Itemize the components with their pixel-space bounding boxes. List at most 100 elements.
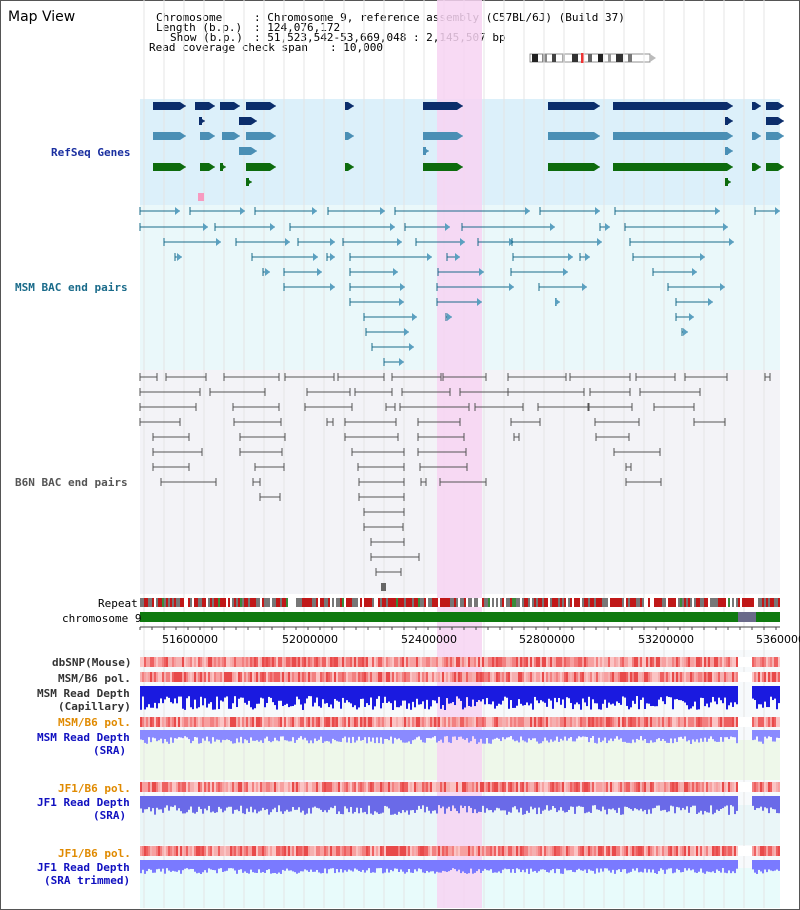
depth-bar [488,686,490,705]
depth-bar [310,860,312,870]
depth-bar [192,860,194,869]
heat-mark [578,672,580,682]
repeat-mark [204,598,206,607]
depth-bar [378,796,380,814]
repeat-mark [350,598,352,607]
heat-mark [694,672,696,682]
depth-bar [722,730,724,742]
depth-bar [772,730,774,742]
heat-mark [744,717,746,727]
track-label-msm-depth-sra[interactable]: MSM Read Depth [37,731,130,744]
msm-bac-arrow [313,253,318,261]
heat-mark [684,846,686,856]
heat-mark [530,846,532,856]
heat-mark [156,657,158,667]
depth-bar [248,860,250,874]
depth-bar [308,730,310,744]
heat-mark [554,782,556,792]
track-label-msm-depth-cap[interactable]: MSM Read Depth [37,687,130,700]
heat-mark [500,846,502,856]
heat-mark [546,657,548,667]
repeat-mark [544,598,546,607]
heat-mark [288,782,290,792]
heat-mark [200,717,202,727]
heat-mark [466,717,468,727]
depth-bar [398,686,400,708]
track-label-repeat[interactable]: Repeat [98,597,138,610]
repeat-mark [752,598,754,607]
depth-bar [498,686,500,704]
repeat-mark [168,598,170,607]
heat-mark [200,782,202,792]
heat-mark [632,657,634,667]
heat-mark [324,717,326,727]
heat-mark [522,846,524,856]
gene-strand-arrow [457,163,463,171]
track-label-jf1-depth-trim[interactable]: JF1 Read Depth [37,861,130,874]
heat-mark [490,672,492,682]
depth-bar [660,796,662,811]
depth-bar [710,796,712,806]
heat-mark [188,657,190,667]
track-label-jf1-b6-pol[interactable]: JF1/B6 pol. [58,782,131,795]
track-label-jf1-b6-pol-2[interactable]: JF1/B6 pol. [58,847,131,860]
depth-bar [660,730,662,741]
depth-bar [396,796,398,815]
depth-bar [172,860,174,871]
depth-bar [584,860,586,870]
track-label-b6n-bac[interactable]: B6N BAC end pairs [15,476,128,489]
repeat-mark [676,598,678,607]
heat-mark [494,672,496,682]
heat-mark [722,717,724,727]
track-label-msm-b6-pol[interactable]: MSM/B6 pol. [58,672,131,685]
depth-bar [494,796,496,811]
repeat-mark [334,598,336,607]
heat-mark [170,782,172,792]
heat-mark [582,846,584,856]
depth-bar [302,796,304,811]
depth-bar [562,860,564,874]
heat-mark [406,846,408,856]
depth-bar [422,686,424,702]
depth-bar [516,730,518,741]
depth-bar [386,796,388,807]
depth-bar [322,796,324,812]
repeat-mark [358,598,360,607]
heat-mark [364,657,366,667]
track-label-refseq[interactable]: RefSeq Genes [51,146,131,159]
depth-bar [464,730,466,740]
repeat-mark [412,598,414,607]
heat-mark [286,672,288,682]
depth-bar [658,860,660,872]
depth-bar [230,796,232,807]
depth-bar [470,860,472,869]
depth-bar [490,686,492,705]
heat-mark [272,846,274,856]
heat-mark [608,846,610,856]
heat-mark [252,657,254,667]
depth-bar [144,796,146,810]
msm-bac-arrow [265,268,270,276]
heat-mark [586,782,588,792]
track-label-msm-bac[interactable]: MSM BAC end pairs [15,281,128,294]
heat-mark [350,657,352,667]
heat-mark [560,672,562,682]
depth-bar [532,796,534,810]
heat-mark [778,717,780,727]
depth-bar [476,686,478,702]
repeat-mark [718,598,720,607]
depth-bar [506,730,508,738]
heat-mark [412,672,414,682]
heat-mark [308,717,310,727]
repeat-mark [336,598,338,607]
depth-bar [206,686,208,708]
depth-bar [472,730,474,737]
depth-bar [666,686,668,697]
track-label-jf1-depth-sra[interactable]: JF1 Read Depth [37,796,130,809]
repeat-mark [414,598,416,607]
track-label-msm-b6-pol-2[interactable]: MSM/B6 pol. [58,716,131,729]
track-label-dbsnp[interactable]: dbSNP(Mouse) [52,656,132,669]
heat-mark [620,672,622,682]
heat-mark [198,846,200,856]
